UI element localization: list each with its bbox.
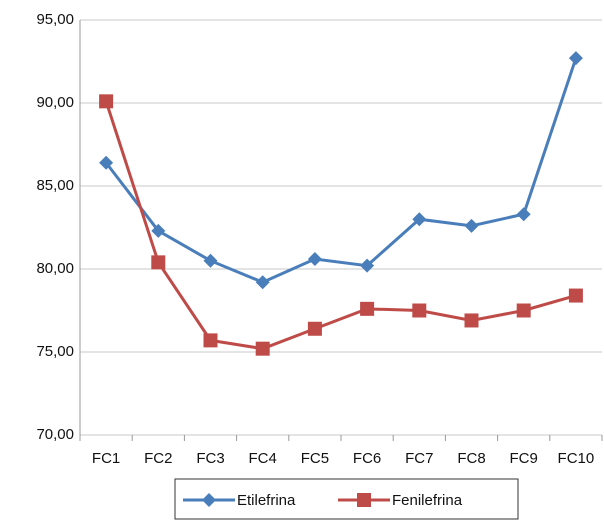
point-marker [255, 341, 270, 356]
point-marker [357, 493, 371, 507]
x-tick-label: FC9 [510, 450, 538, 467]
point-marker [360, 258, 375, 273]
x-tick-label: FC6 [353, 450, 381, 467]
legend-label: Fenilefrina [392, 492, 463, 509]
point-marker [568, 51, 583, 66]
point-marker [464, 313, 479, 328]
point-marker [151, 223, 166, 238]
x-tick-label: FC7 [405, 450, 433, 467]
point-marker [307, 321, 322, 336]
series-line [104, 100, 577, 351]
point-marker [151, 255, 166, 270]
y-tick-label: 95,00 [36, 11, 74, 28]
x-tick-label: FC1 [92, 450, 120, 467]
legend-box [174, 478, 519, 520]
point-marker [99, 155, 114, 170]
series-line [104, 57, 578, 284]
x-tick-label: FC2 [144, 450, 172, 467]
x-tick-label: FC8 [457, 450, 485, 467]
point-marker [516, 303, 531, 318]
legend-label: Etilefrina [237, 492, 296, 509]
y-tick-label: 80,00 [36, 260, 74, 277]
point-marker [307, 252, 322, 267]
point-marker [412, 303, 427, 318]
point-marker [516, 207, 531, 222]
point-marker [255, 275, 270, 290]
x-tick-label: FC4 [249, 450, 277, 467]
y-tick-label: 85,00 [36, 177, 74, 194]
x-tick-label: FC3 [196, 450, 224, 467]
point-marker [203, 333, 218, 348]
point-marker [202, 493, 216, 507]
x-tick-label: FC5 [301, 450, 329, 467]
point-marker [99, 94, 114, 109]
y-tick-label: 75,00 [36, 343, 74, 360]
y-tick-label: 90,00 [36, 94, 74, 111]
x-tick-label: FC10 [558, 450, 595, 467]
point-marker [203, 253, 218, 268]
point-marker [360, 301, 375, 316]
point-marker [412, 212, 427, 227]
y-tick-label: 70,00 [36, 426, 74, 443]
point-marker [464, 218, 479, 233]
point-marker [568, 288, 583, 303]
